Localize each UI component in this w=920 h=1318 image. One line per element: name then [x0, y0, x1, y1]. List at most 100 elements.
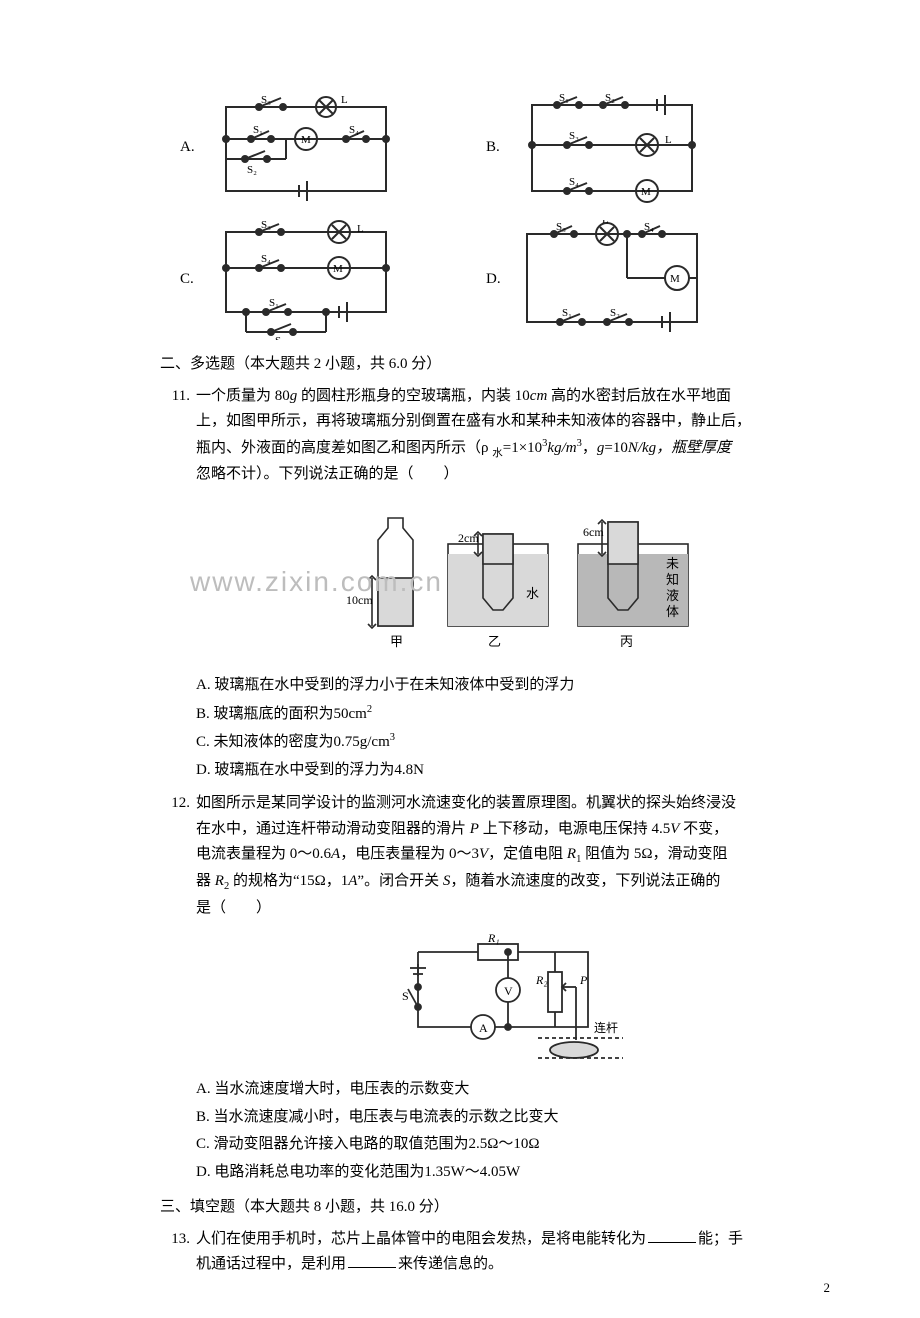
svg-text:L: L: [602, 220, 609, 226]
option-b-label: B.: [486, 135, 512, 161]
svg-text:S₁: S₁: [269, 297, 279, 309]
q11-text-3b: =1×10: [503, 440, 542, 456]
q11-text-3e: =10: [604, 440, 627, 456]
q12-l2a: 在水中，通过连杆带动滑动变阻器的滑片: [196, 821, 470, 837]
question-13-body: 人们在使用手机时，芯片上晶体管中的电阻会发热，是将电能转化为 能；手 机通话过程中…: [196, 1227, 840, 1278]
svg-text:甲: 甲: [390, 634, 403, 649]
q12-choice-a: A. 当水流速度增大时，电压表的示数变大: [196, 1077, 840, 1103]
svg-text:L: L: [665, 134, 672, 146]
q12-choice-d: D. 电路消耗总电功率的变化范围为1.35W～4.05W: [196, 1160, 840, 1186]
svg-text:S₂: S₂: [605, 93, 615, 104]
q12-l1: 如图所示是某同学设计的监测河水流速变化的装置原理图。机翼状的探头始终浸没: [196, 795, 736, 811]
svg-text:6cm: 6cm: [583, 525, 604, 539]
q11-cm: cm: [530, 388, 548, 404]
svg-text:S₃: S₃: [569, 130, 579, 142]
q12-V1: V: [670, 821, 679, 837]
q11-choice-a: A. 玻璃瓶在水中受到的浮力小于在未知液体中受到的浮力: [196, 673, 840, 699]
q12-l4c: ”。闭合开关: [357, 873, 442, 889]
svg-text:M: M: [641, 186, 651, 198]
q11-choice-b: B. 玻璃瓶底的面积为50cm2: [196, 701, 840, 728]
q12-l3d: 阻值为 5Ω，滑动变阻: [581, 846, 727, 862]
q13-d: 来传递信息的。: [398, 1256, 503, 1272]
circuit-b: S₁ S₂ S₃ L S₄ M: [512, 88, 712, 208]
q12-P: P: [470, 821, 479, 837]
circuit-a: S₃ L S₁ M S₄ S₂: [206, 88, 406, 208]
q12-l5: 是（ ）: [196, 900, 271, 916]
q11-text-4: 忽略不计）。下列说法正确的是（ ）: [196, 466, 459, 482]
q11-nkg: N/kg，瓶壁厚度: [628, 440, 731, 456]
circuit-c: S₃ L S₄ M S₁ S₂: [206, 220, 406, 340]
q12-l2b: 上下移动，电源电压保持 4.5: [479, 821, 670, 837]
q13-a: 人们在使用手机时，芯片上晶体管中的电阻会发热，是将电能转化为: [196, 1231, 646, 1247]
question-12-number: 12.: [160, 791, 196, 817]
svg-text:M: M: [301, 134, 311, 146]
svg-text:S₄: S₄: [644, 221, 654, 233]
svg-text:S₄: S₄: [349, 124, 359, 136]
q12-V2: V: [479, 846, 488, 862]
svg-text:水: 水: [526, 586, 539, 601]
q12-l3b: ，电压表量程为 0～3: [340, 846, 479, 862]
q11-choice-c: C. 未知液体的密度为0.75g/cm3: [196, 729, 840, 756]
svg-text:L: L: [357, 223, 364, 235]
option-c-label: C.: [180, 267, 206, 293]
section-3-heading: 三、填空题（本大题共 8 小题，共 16.0 分）: [160, 1195, 840, 1221]
circuit-row-1: A.: [180, 88, 840, 208]
svg-text:2cm: 2cm: [458, 531, 479, 545]
q12-A1: A: [331, 846, 340, 862]
q12-l4d: ，随着水流速度的改变，下列说法正确的: [450, 873, 720, 889]
svg-text:S₃: S₃: [261, 220, 271, 231]
q12-choice-c: C. 滑动变阻器允许接入电路的取值范围为2.5Ω～10Ω: [196, 1132, 840, 1158]
q11-figure: www.zixin.com.cn: [196, 498, 840, 668]
q11-choice-d: D. 玻璃瓶在水中受到的浮力为4.8N: [196, 758, 840, 784]
svg-text:S₂: S₂: [610, 307, 620, 319]
option-a-label: A.: [180, 135, 206, 161]
q11-text-3a: 瓶内、外液面的高度差如图乙和图丙所示（ρ: [196, 440, 492, 456]
svg-text:S₁: S₁: [253, 124, 263, 136]
q13-blank-2: [348, 1253, 396, 1268]
question-11-body: 一个质量为 80g 的圆柱形瓶身的空玻璃瓶，内装 10cm 高的水密封后放在水平…: [196, 384, 840, 786]
question-13: 13. 人们在使用手机时，芯片上晶体管中的电阻会发热，是将电能转化为 能；手 机通…: [160, 1227, 840, 1278]
q12-l4b: 的规格为“15Ω，1: [229, 873, 348, 889]
question-13-number: 13.: [160, 1227, 196, 1253]
q11-kgm: kg/m: [547, 440, 576, 456]
q12-l4a: 器: [196, 873, 215, 889]
question-12: 12. 如图所示是某同学设计的监测河水流速变化的装置原理图。机翼状的探头始终浸没…: [160, 791, 840, 1187]
q12-R2: R: [215, 873, 224, 889]
svg-text:体: 体: [666, 604, 679, 619]
svg-text:S₁: S₁: [562, 307, 572, 319]
question-11: 11. 一个质量为 80g 的圆柱形瓶身的空玻璃瓶，内装 10cm 高的水密封后…: [160, 384, 840, 786]
q12-choices: A. 当水流速度增大时，电压表的示数变大 B. 当水流速度减小时，电压表与电流表…: [196, 1077, 840, 1185]
q11-text-2: 上，如图甲所示，再将玻璃瓶分别倒置在盛有水和某种未知液体的容器中，静止后，: [196, 413, 751, 429]
page: A.: [0, 0, 920, 1318]
svg-text:M: M: [670, 273, 680, 285]
svg-text:A: A: [479, 1021, 488, 1035]
svg-text:知: 知: [666, 572, 679, 587]
svg-text:丙: 丙: [620, 634, 633, 649]
svg-text:M: M: [333, 263, 343, 275]
q12-l3a: 电流表量程为 0～0.6: [196, 846, 331, 862]
svg-text:P: P: [579, 973, 588, 987]
svg-text:L: L: [341, 94, 348, 106]
q11-water-sub: 水: [492, 448, 503, 459]
svg-text:S: S: [402, 989, 409, 1003]
question-11-number: 11.: [160, 384, 196, 410]
q12-R1: R: [567, 846, 576, 862]
svg-text:乙: 乙: [488, 634, 501, 649]
svg-text:未: 未: [666, 556, 679, 571]
q12-choice-b: B. 当水流速度减小时，电压表与电流表的示数之比变大: [196, 1105, 840, 1131]
page-number: 2: [824, 1277, 831, 1299]
svg-text:S₃: S₃: [556, 221, 566, 233]
q13-blank-1: [648, 1227, 696, 1242]
svg-text:10cm: 10cm: [346, 593, 373, 607]
q12-figure: R₁ S A V R₂ P 连杆: [196, 932, 840, 1072]
q13-c: 机通话过程中，是利用: [196, 1256, 346, 1272]
option-d-label: D.: [486, 267, 512, 293]
circuit-row-2: C.: [180, 220, 840, 340]
svg-text:S₄: S₄: [261, 253, 271, 265]
svg-text:连杆: 连杆: [594, 1020, 618, 1035]
q12-l3c: ，定值电阻: [488, 846, 567, 862]
q13-b: 能；手: [698, 1231, 743, 1247]
svg-text:S₁: S₁: [559, 93, 569, 104]
q11-text-1c: 高的水密封后放在水平地面: [547, 388, 731, 404]
svg-text:S₃: S₃: [261, 94, 271, 106]
